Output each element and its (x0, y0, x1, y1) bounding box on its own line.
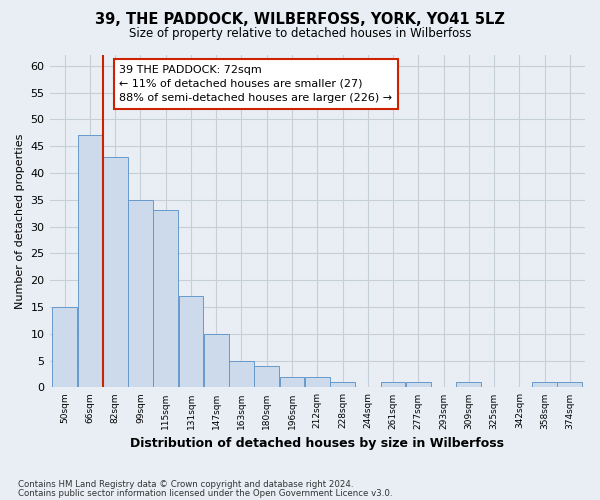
Bar (179, 296, 203, 388)
Bar (254, 366, 279, 388)
Text: Size of property relative to detached houses in Wilberfoss: Size of property relative to detached ho… (129, 28, 471, 40)
Bar (103, 157, 128, 388)
Bar (229, 360, 254, 388)
Bar (330, 382, 355, 388)
Bar (457, 382, 481, 388)
Y-axis label: Number of detached properties: Number of detached properties (15, 134, 25, 309)
X-axis label: Distribution of detached houses by size in Wilberfoss: Distribution of detached houses by size … (130, 437, 504, 450)
Text: Contains HM Land Registry data © Crown copyright and database right 2024.: Contains HM Land Registry data © Crown c… (18, 480, 353, 489)
Bar (406, 382, 431, 388)
Bar (128, 200, 153, 388)
Bar (204, 334, 229, 388)
Bar (532, 382, 557, 388)
Bar (77, 136, 103, 388)
Bar (280, 376, 304, 388)
Text: 39, THE PADDOCK, WILBERFOSS, YORK, YO41 5LZ: 39, THE PADDOCK, WILBERFOSS, YORK, YO41 … (95, 12, 505, 28)
Bar (154, 210, 178, 388)
Bar (557, 382, 582, 388)
Bar (305, 376, 329, 388)
Bar (380, 382, 406, 388)
Bar (52, 307, 77, 388)
Text: 39 THE PADDOCK: 72sqm
← 11% of detached houses are smaller (27)
88% of semi-deta: 39 THE PADDOCK: 72sqm ← 11% of detached … (119, 65, 392, 103)
Text: Contains public sector information licensed under the Open Government Licence v3: Contains public sector information licen… (18, 488, 392, 498)
